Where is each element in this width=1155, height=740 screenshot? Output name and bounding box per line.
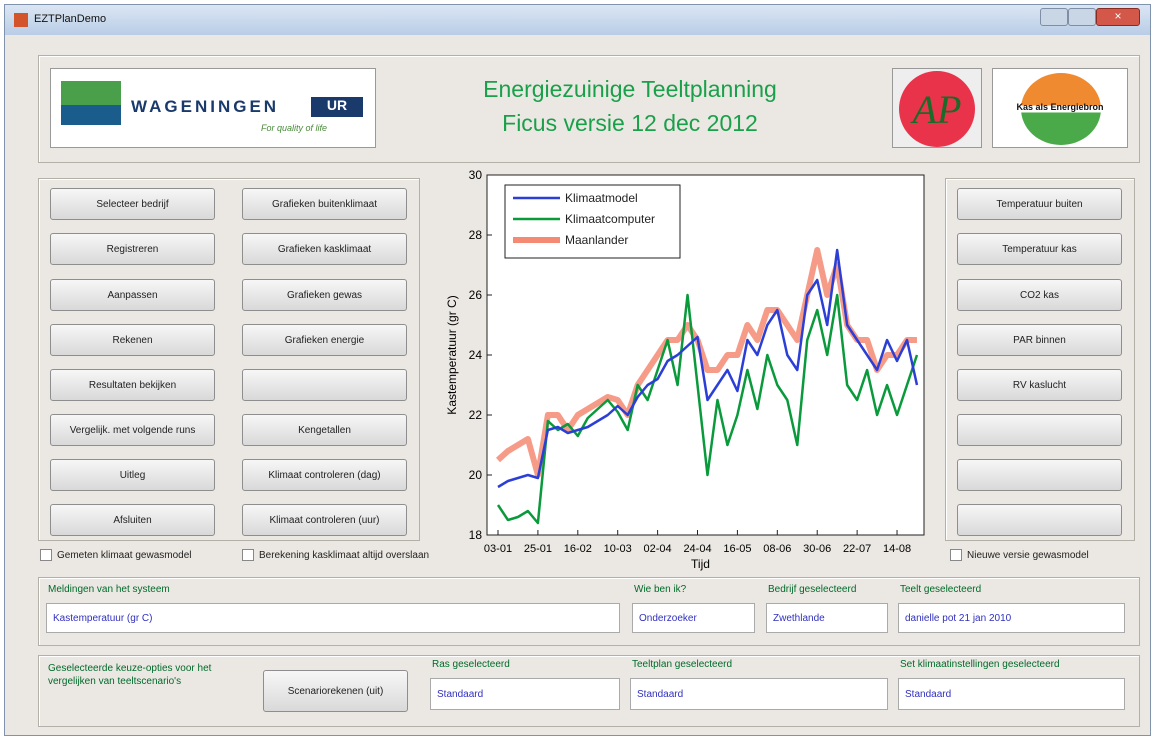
checkbox-box[interactable] [950,549,962,561]
button[interactable]: Kengetallen [242,414,407,446]
checkbox-box[interactable] [242,549,254,561]
field-label: Set klimaatinstellingen geselecteerd [900,659,1060,670]
field-label: Ras geselecteerd [432,659,510,670]
empty-button[interactable] [957,414,1122,446]
empty-button[interactable] [957,504,1122,536]
selection-panel [38,655,1140,727]
field-label: Bedrijf geselecteerd [768,584,857,595]
kas-logo: Kas als Energiebron [992,68,1128,148]
button[interactable]: Klimaat controleren (dag) [242,459,407,491]
minimize-button[interactable] [1040,8,1068,26]
button[interactable]: Rekenen [50,324,215,356]
button[interactable]: Resultaten bekijken [50,369,215,401]
button[interactable]: Vergelijk. met volgende runs [50,414,215,446]
field-label: Wie ben ik? [634,584,687,595]
button[interactable]: Uitleg [50,459,215,491]
scenario-button[interactable]: Scenariorekenen (uit) [263,670,408,712]
empty-button[interactable] [242,369,407,401]
button[interactable]: Temperatuur buiten [957,188,1122,220]
field-label: Meldingen van het systeem [48,584,170,595]
window-title: EZTPlanDemo [34,13,107,25]
wageningen-logo: WAGENINGEN UR For quality of life [50,68,376,148]
checkbox[interactable]: Nieuwe versie gewasmodel [950,549,1089,561]
logo-tagline: For quality of life [261,123,328,133]
left-button-panel [38,178,420,541]
kas-text: Kas als Energiebron [1016,102,1104,112]
checkbox-label: Gemeten klimaat gewasmodel [57,549,192,561]
button[interactable]: Afsluiten [50,504,215,536]
field-label: Teeltplan geselecteerd [632,659,733,670]
header-panel [38,55,1140,163]
selection-note: Geselecteerde keuze-opties voor het verg… [48,663,212,687]
button[interactable]: RV kaslucht [957,369,1122,401]
logo-ur: UR [311,97,363,117]
text-field[interactable]: Standaard [898,678,1125,710]
button[interactable]: Grafieken buitenklimaat [242,188,407,220]
button[interactable]: Temperatuur kas [957,233,1122,265]
ap-logo: AP [892,68,982,148]
text-field[interactable]: Onderzoeker [632,603,755,633]
button[interactable]: Aanpassen [50,279,215,311]
maximize-button[interactable] [1068,8,1096,26]
checkbox-label: Berekening kasklimaat altijd overslaan [259,549,430,561]
logo-mark [61,81,121,125]
button[interactable]: Klimaat controleren (uur) [242,504,407,536]
app-icon [14,13,28,27]
text-field[interactable]: danielle pot 21 jan 2010 [898,603,1125,633]
button[interactable]: Registreren [50,233,215,265]
app-subtitle: Ficus versie 12 dec 2012 [502,110,758,136]
button[interactable]: Selecteer bedrijf [50,188,215,220]
kas-mark [1021,73,1101,145]
checkbox-label: Nieuwe versie gewasmodel [967,549,1089,561]
button[interactable]: Grafieken gewas [242,279,407,311]
button[interactable]: PAR binnen [957,324,1122,356]
button[interactable]: CO2 kas [957,279,1122,311]
button[interactable]: Grafieken kasklimaat [242,233,407,265]
app-title: Energiezuinige Teeltplanning [483,76,777,102]
checkbox[interactable]: Berekening kasklimaat altijd overslaan [242,549,429,561]
checkbox[interactable]: Gemeten klimaat gewasmodel [40,549,192,561]
text-field[interactable]: Kastemperatuur (gr C) [46,603,620,633]
logo-name: WAGENINGEN [131,97,280,116]
text-field[interactable]: Standaard [630,678,888,710]
title-bar [5,5,1150,35]
empty-button[interactable] [957,459,1122,491]
text-field[interactable]: Zwethlande [766,603,888,633]
ap-text: AP [899,71,975,147]
messages-panel [38,577,1140,646]
button[interactable]: Grafieken energie [242,324,407,356]
checkbox-box[interactable] [40,549,52,561]
close-button[interactable]: × [1096,8,1140,26]
field-label: Teelt geselecteerd [900,584,982,595]
right-button-panel [945,178,1135,541]
text-field[interactable]: Standaard [430,678,620,710]
